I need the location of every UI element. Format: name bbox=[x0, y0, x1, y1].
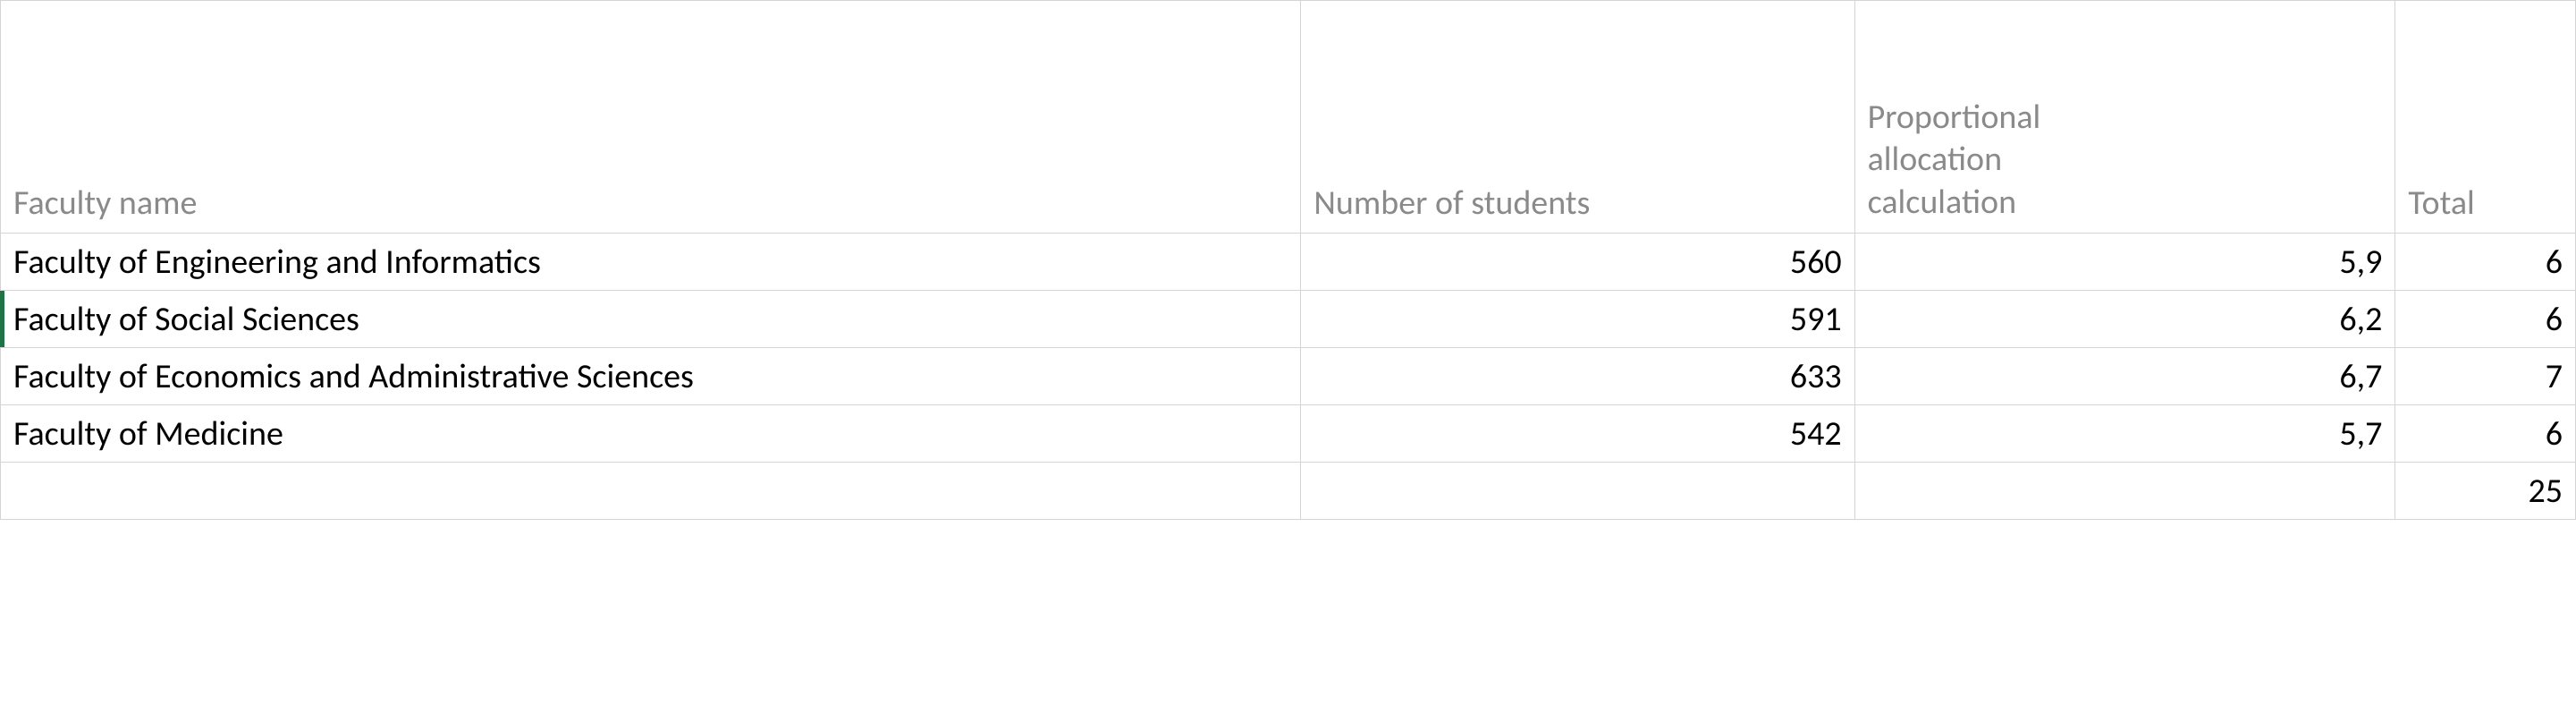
cell-faculty[interactable]: Faculty of Engineering and Informatics bbox=[1, 234, 1301, 291]
header-total[interactable]: Total bbox=[2395, 1, 2576, 234]
cell-empty[interactable] bbox=[1301, 463, 1854, 520]
header-allocation[interactable]: Proportional allocation calculation bbox=[1854, 1, 2395, 234]
cell-students[interactable]: 560 bbox=[1301, 234, 1854, 291]
table-row[interactable]: Faculty of Medicine 542 5,7 6 bbox=[1, 405, 2576, 463]
cell-empty[interactable] bbox=[1854, 463, 2395, 520]
footer-row[interactable]: 25 bbox=[1, 463, 2576, 520]
cell-empty[interactable] bbox=[1, 463, 1301, 520]
cell-students[interactable]: 633 bbox=[1301, 348, 1854, 405]
table-row[interactable]: Faculty of Social Sciences 591 6,2 6 bbox=[1, 291, 2576, 348]
cell-total[interactable]: 6 bbox=[2395, 291, 2576, 348]
cell-allocation[interactable]: 6,2 bbox=[1854, 291, 2395, 348]
cell-students[interactable]: 591 bbox=[1301, 291, 1854, 348]
cell-total[interactable]: 6 bbox=[2395, 234, 2576, 291]
table-row[interactable]: Faculty of Economics and Administrative … bbox=[1, 348, 2576, 405]
header-faculty[interactable]: Faculty name bbox=[1, 1, 1301, 234]
cell-total[interactable]: 7 bbox=[2395, 348, 2576, 405]
header-row: Faculty name Number of students Proporti… bbox=[1, 1, 2576, 234]
header-students[interactable]: Number of students bbox=[1301, 1, 1854, 234]
cell-students[interactable]: 542 bbox=[1301, 405, 1854, 463]
cell-allocation[interactable]: 5,9 bbox=[1854, 234, 2395, 291]
table-row[interactable]: Faculty of Engineering and Informatics 5… bbox=[1, 234, 2576, 291]
cell-faculty[interactable]: Faculty of Medicine bbox=[1, 405, 1301, 463]
cell-total[interactable]: 6 bbox=[2395, 405, 2576, 463]
cell-allocation[interactable]: 5,7 bbox=[1854, 405, 2395, 463]
cell-allocation[interactable]: 6,7 bbox=[1854, 348, 2395, 405]
cell-footer-total[interactable]: 25 bbox=[2395, 463, 2576, 520]
cell-faculty[interactable]: Faculty of Social Sciences bbox=[1, 291, 1301, 348]
spreadsheet-table[interactable]: Faculty name Number of students Proporti… bbox=[0, 0, 2576, 520]
cell-faculty[interactable]: Faculty of Economics and Administrative … bbox=[1, 348, 1301, 405]
